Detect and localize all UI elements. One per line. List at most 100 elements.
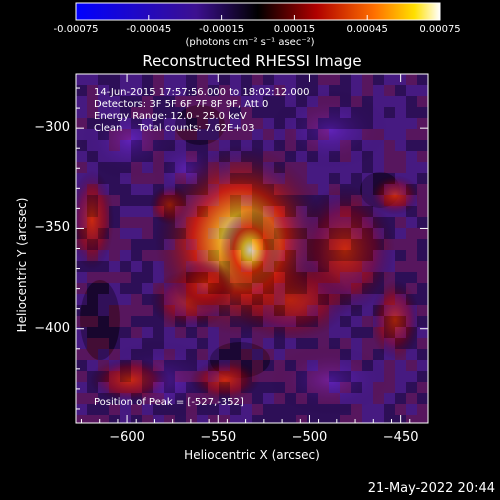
image-pixel	[87, 206, 98, 217]
image-pixel	[109, 195, 120, 206]
image-pixel	[329, 129, 340, 140]
image-pixel	[417, 404, 428, 415]
image-pixel	[318, 173, 329, 184]
image-pixel	[263, 371, 274, 382]
image-pixel	[142, 239, 153, 250]
image-pixel	[263, 272, 274, 283]
image-pixel	[142, 217, 153, 228]
image-pixel	[164, 250, 175, 261]
image-pixel	[164, 272, 175, 283]
image-pixel	[142, 151, 153, 162]
image-pixel	[252, 250, 263, 261]
image-pixel	[296, 272, 307, 283]
image-pixel	[120, 382, 131, 393]
image-pixel	[241, 327, 252, 338]
image-pixel	[120, 107, 131, 118]
image-pixel	[406, 173, 417, 184]
image-pixel	[230, 294, 241, 305]
image-pixel	[87, 250, 98, 261]
image-pixel	[175, 140, 186, 151]
image-pixel	[274, 206, 285, 217]
image-pixel	[252, 151, 263, 162]
image-pixel	[318, 85, 329, 96]
image-pixel	[252, 217, 263, 228]
image-pixel	[395, 371, 406, 382]
image-pixel	[109, 129, 120, 140]
image-pixel	[164, 404, 175, 415]
image-pixel	[164, 96, 175, 107]
image-pixel	[329, 85, 340, 96]
image-pixel	[208, 371, 219, 382]
image-pixel	[274, 305, 285, 316]
image-pixel	[263, 195, 274, 206]
image-pixel	[307, 140, 318, 151]
image-pixel	[98, 261, 109, 272]
image-pixel	[153, 382, 164, 393]
image-pixel	[263, 338, 274, 349]
image-pixel	[87, 118, 98, 129]
image-pixel	[197, 217, 208, 228]
image-pixel	[274, 382, 285, 393]
image-pixel	[417, 239, 428, 250]
image-pixel	[417, 107, 428, 118]
image-pixel	[406, 206, 417, 217]
image-pixel	[230, 118, 241, 129]
image-pixel	[406, 107, 417, 118]
image-pixel	[241, 393, 252, 404]
image-pixel	[142, 140, 153, 151]
image-pixel	[219, 393, 230, 404]
image-pixel	[120, 250, 131, 261]
image-pixel	[109, 327, 120, 338]
image-pixel	[120, 140, 131, 151]
image-pixel	[417, 85, 428, 96]
image-pixel	[164, 107, 175, 118]
image-pixel	[87, 74, 98, 85]
image-pixel	[285, 184, 296, 195]
image-pixel	[197, 393, 208, 404]
image-pixel	[417, 195, 428, 206]
image-pixel	[340, 217, 351, 228]
image-pixel	[142, 162, 153, 173]
image-pixel	[131, 74, 142, 85]
image-pixel	[120, 294, 131, 305]
image-pixel	[329, 371, 340, 382]
image-pixel	[373, 173, 384, 184]
image-pixel	[219, 415, 230, 423]
image-pixel	[142, 382, 153, 393]
image-pixel	[263, 360, 274, 371]
image-pixel	[296, 239, 307, 250]
image-pixel	[340, 173, 351, 184]
image-pixel	[87, 129, 98, 140]
image-pixel	[175, 228, 186, 239]
image-pixel	[395, 404, 406, 415]
colorbar-tick-label: -0.00015	[199, 24, 245, 35]
image-pixel	[274, 371, 285, 382]
image-pixel	[120, 338, 131, 349]
image-pixel	[76, 239, 87, 250]
image-pixel	[252, 261, 263, 272]
image-pixel	[76, 316, 87, 327]
image-pixel	[384, 74, 395, 85]
image-pixel	[285, 404, 296, 415]
image-pixel	[296, 228, 307, 239]
image-pixel	[417, 272, 428, 283]
image-pixel	[153, 118, 164, 129]
image-pixel	[395, 283, 406, 294]
image-pixel	[362, 206, 373, 217]
image-pixel	[373, 96, 384, 107]
image-pixel	[340, 305, 351, 316]
image-pixel	[296, 305, 307, 316]
image-pixel	[274, 195, 285, 206]
image-pixel	[175, 261, 186, 272]
image-pixel	[186, 338, 197, 349]
image-pixel	[109, 294, 120, 305]
image-pixel	[406, 382, 417, 393]
image-pixel	[197, 382, 208, 393]
image-pixel	[329, 195, 340, 206]
image-pixel	[285, 173, 296, 184]
image-pixel	[318, 272, 329, 283]
image-pixel	[175, 338, 186, 349]
image-pixel	[120, 272, 131, 283]
image-pixel	[296, 195, 307, 206]
